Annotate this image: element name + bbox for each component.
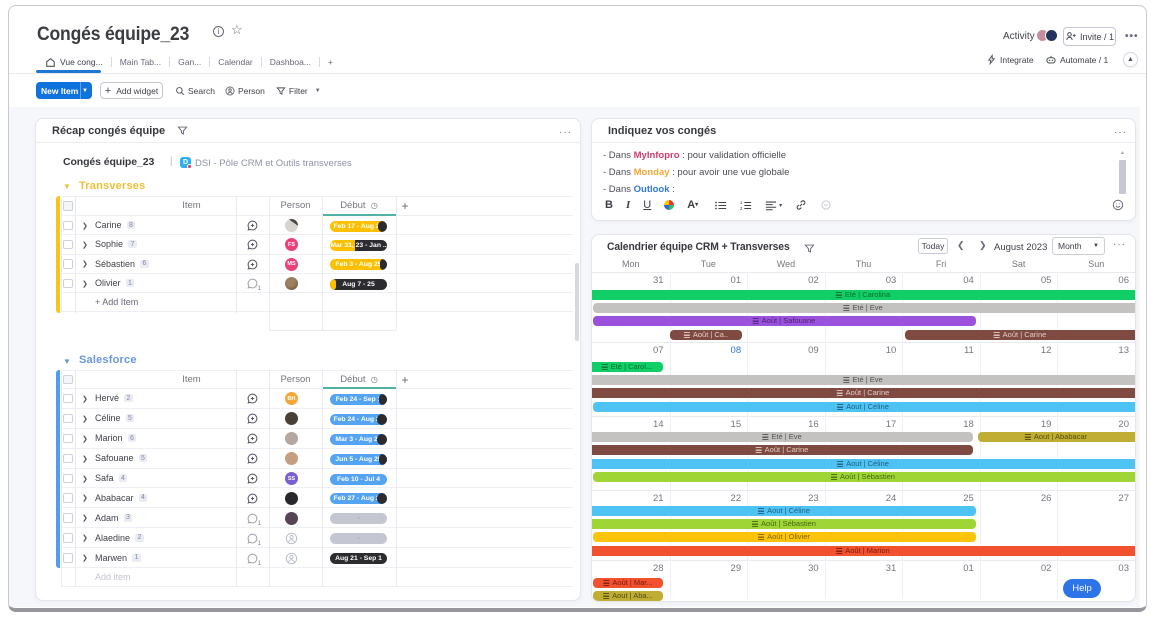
svg-text:2: 2: [740, 205, 743, 210]
svg-text:1: 1: [740, 200, 743, 205]
